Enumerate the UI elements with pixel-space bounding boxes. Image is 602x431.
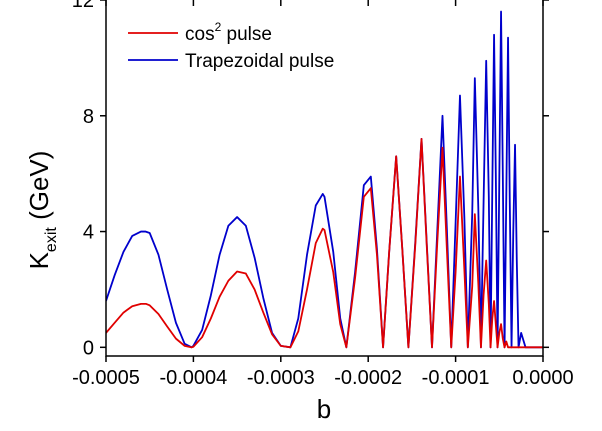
y-axis-title: Kexit (GeV) — [24, 151, 60, 270]
y-tick-label: 12 — [72, 0, 94, 12]
y-axis-title-main: K — [24, 251, 54, 269]
x-axis-title: b — [317, 394, 331, 424]
x-tick-label: -0.0001 — [422, 367, 490, 389]
x-tick-label: 0.0000 — [512, 367, 573, 389]
x-tick-label: -0.0003 — [247, 367, 315, 389]
legend-label-cos2: cos2 pulse — [185, 20, 272, 45]
y-axis-title-subscript: exit — [43, 227, 60, 252]
plot-area — [106, 10, 543, 349]
y-tick-label: 0 — [83, 337, 94, 359]
series-layer — [106, 10, 543, 349]
axes — [100, 0, 549, 362]
legend-label-trapezoidal: Trapezoidal pulse — [185, 51, 334, 72]
x-tick-label: -0.0002 — [334, 367, 402, 389]
tick-labels: -0.0005 -0.0004 -0.0003 -0.0002 -0.0001 0.000… — [72, 0, 574, 389]
y-axis-title-unit: (GeV) — [24, 151, 54, 228]
legend: cos2 pulse Trapezoidal pulse — [128, 20, 334, 72]
y-tick-label: 4 — [83, 222, 94, 244]
x-tick-label: -0.0004 — [159, 367, 227, 389]
plot-frame — [105, 0, 544, 357]
x-tick-label: -0.0005 — [72, 367, 140, 389]
series-line-cos2 — [106, 138, 543, 349]
y-tick-label: 8 — [83, 106, 94, 128]
